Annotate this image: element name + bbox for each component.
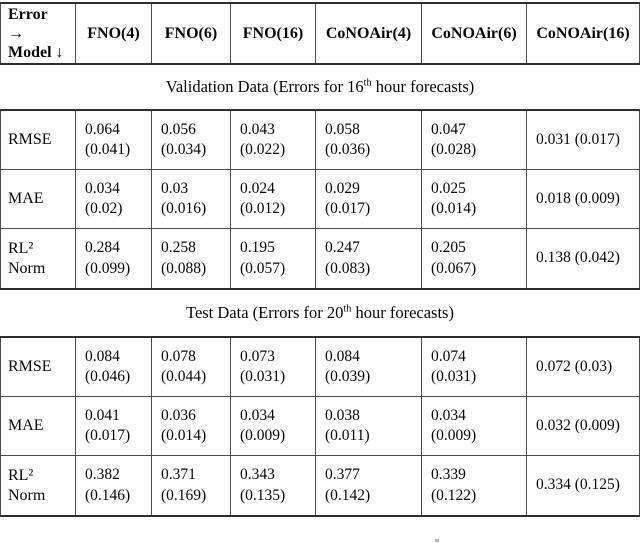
caption-text: Validation Data (Errors for 16th hour fo… <box>165 77 475 96</box>
value-cell: 0.073 (0.031) <box>231 338 316 396</box>
value-cell: 0.205 (0.067) <box>422 229 527 288</box>
value-cell: 0.034 (0.009) <box>231 397 316 455</box>
value-cell: 0.074 (0.031) <box>422 338 527 396</box>
value-cell: 0.058 (0.036) <box>316 111 422 169</box>
superscript-th: th <box>343 303 352 315</box>
value-cell: 0.343 (0.135) <box>231 456 316 515</box>
value-cell: 0.029 (0.017) <box>316 170 422 228</box>
value-cell: 0.195 (0.057) <box>231 229 316 288</box>
value-cell: 0.024 (0.012) <box>231 170 316 228</box>
corner-header-cell: Error → Model ↓ <box>1 4 76 63</box>
table-row-validation-mae: MAE 0.034 (0.02) 0.03 (0.016) 0.024 (0.0… <box>1 170 639 229</box>
column-header-fno4: FNO(4) <box>76 4 152 63</box>
value-cell: 0.043 (0.022) <box>231 111 316 169</box>
section-caption-validation: Validation Data (Errors for 16th hour fo… <box>0 63 640 111</box>
value-cell: 0.056 (0.034) <box>152 111 231 169</box>
value-cell: 0.377 (0.142) <box>316 456 422 515</box>
value-cell: 0.041 (0.017) <box>76 397 152 455</box>
value-cell: 0.078 (0.044) <box>152 338 231 396</box>
table-row-test-rmse: RMSE 0.084 (0.046) 0.078 (0.044) 0.073 (… <box>1 338 639 397</box>
value-cell: 0.334 (0.125) <box>536 476 620 494</box>
metric-label: RL² Norm <box>1 456 76 515</box>
table-row-test-rl2norm: RL² Norm 0.382 (0.146) 0.371 (0.169) 0.3… <box>1 456 639 515</box>
results-table: Error → Model ↓ FNO(4) FNO(6) FNO(16) Co… <box>0 2 640 517</box>
value-cell: 0.038 (0.011) <box>316 397 422 455</box>
column-header-conoair6: CoNOAir(6) <box>422 4 527 63</box>
value-cell: 0.025 (0.014) <box>422 170 527 228</box>
metric-label: RMSE <box>1 338 76 396</box>
value-cell: 0.064 (0.041) <box>76 111 152 169</box>
table-row-validation-rl2norm: RL² Norm 0.284 (0.099) 0.258 (0.088) 0.1… <box>1 229 639 288</box>
column-header-fno16: FNO(16) <box>231 4 316 63</box>
section-caption-test: Test Data (Errors for 20th hour forecast… <box>0 288 640 338</box>
validation-data-grid: RMSE 0.064 (0.041) 0.056 (0.034) 0.043 (… <box>0 111 640 288</box>
table-row-validation-rmse: RMSE 0.064 (0.041) 0.056 (0.034) 0.043 (… <box>1 111 639 170</box>
value-cell: 0.382 (0.146) <box>76 456 152 515</box>
table-row-test-mae: MAE 0.041 (0.017) 0.036 (0.014) 0.034 (0… <box>1 397 639 456</box>
metric-label: RL² Norm <box>1 229 76 288</box>
value-cell: 0.084 (0.046) <box>76 338 152 396</box>
test-data-grid: RMSE 0.084 (0.046) 0.078 (0.044) 0.073 (… <box>0 338 640 517</box>
superscript-th: th <box>363 77 372 89</box>
metric-label: MAE <box>1 170 76 228</box>
value-cell: 0.258 (0.088) <box>152 229 231 288</box>
metric-label: MAE <box>1 397 76 455</box>
value-cell: 0.03 (0.016) <box>152 170 231 228</box>
value-cell: 0.339 (0.122) <box>422 456 527 515</box>
metric-label: RMSE <box>1 111 76 169</box>
value-cell: 0.284 (0.099) <box>76 229 152 288</box>
column-header-conoair4: CoNOAir(4) <box>316 4 422 63</box>
value-cell: 0.031 (0.017) <box>536 130 620 148</box>
value-cell: 0.084 (0.039) <box>316 338 422 396</box>
column-header-fno6: FNO(6) <box>152 4 231 63</box>
value-cell: 0.371 (0.169) <box>152 456 231 515</box>
value-cell: 0.018 (0.009) <box>536 189 620 207</box>
value-cell: 0.247 (0.083) <box>316 229 422 288</box>
value-cell: 0.138 (0.042) <box>536 249 620 267</box>
table-header-row: Error → Model ↓ FNO(4) FNO(6) FNO(16) Co… <box>0 2 640 63</box>
value-cell: 0.047 (0.028) <box>422 111 527 169</box>
value-cell: 0.036 (0.014) <box>152 397 231 455</box>
clipped-text-fragment <box>435 539 439 542</box>
value-cell: 0.072 (0.03) <box>536 357 613 375</box>
value-cell: 0.034 (0.009) <box>422 397 527 455</box>
value-cell: 0.034 (0.02) <box>76 170 152 228</box>
value-cell: 0.032 (0.009) <box>536 416 620 434</box>
caption-text: Test Data (Errors for 20th hour forecast… <box>186 303 454 322</box>
column-header-conoair16: CoNOAir(16) <box>536 24 630 42</box>
